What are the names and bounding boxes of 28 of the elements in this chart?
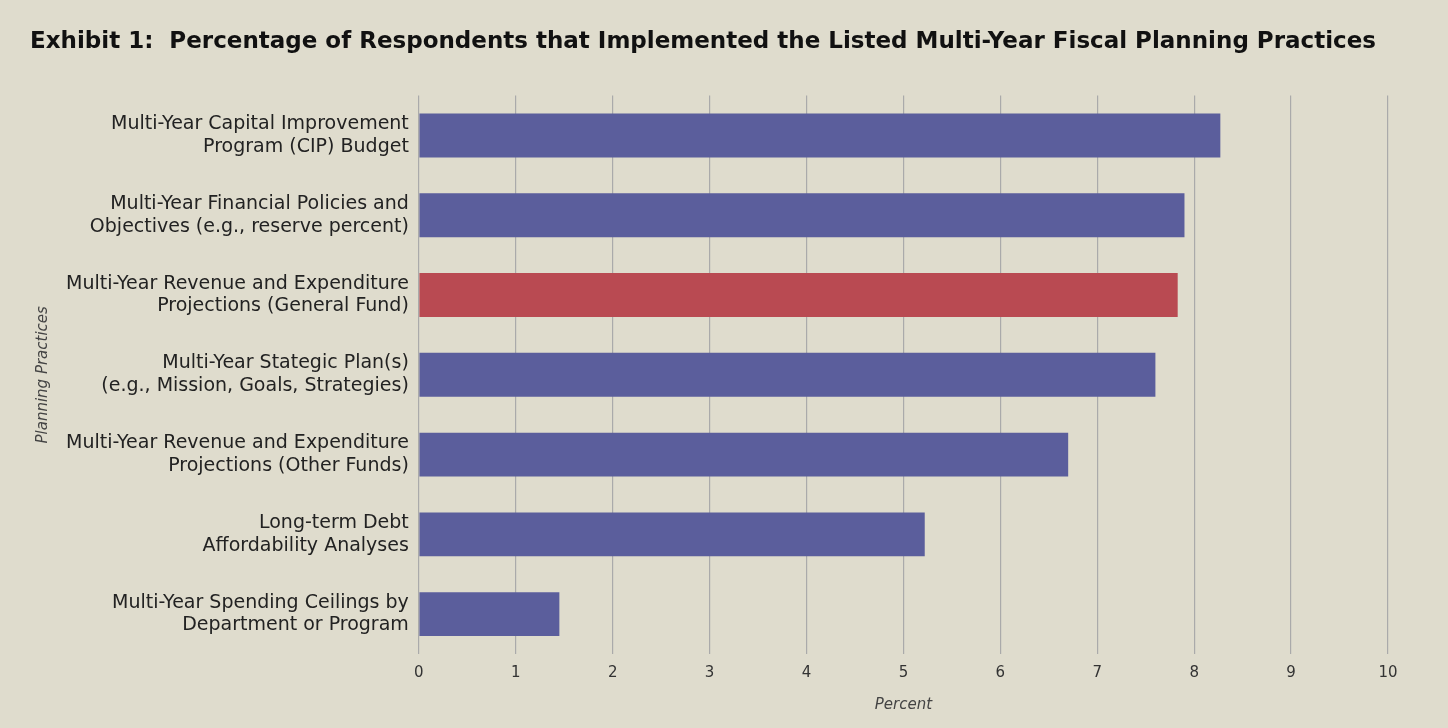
x-tick-label: 0	[414, 662, 424, 681]
x-tick-label: 8	[1189, 662, 1199, 681]
bar	[419, 352, 1156, 397]
x-tick-label: 6	[995, 662, 1006, 681]
y-tick-label: Multi-Year Financial Policies and Objectives (e.g., reserve percent)	[89, 190, 409, 236]
x-tick-label: 7	[1092, 662, 1103, 681]
bar	[419, 432, 1069, 477]
y-axis-title: Planning Practices	[32, 305, 51, 444]
bar	[419, 193, 1185, 238]
x-tick-label: 5	[898, 662, 909, 681]
x-tick-label: 3	[704, 662, 715, 681]
x-axis-title: Percent	[874, 694, 934, 713]
bar	[419, 273, 1178, 317]
x-tick-label: 9	[1286, 662, 1296, 681]
bar	[419, 113, 1221, 158]
y-tick-label: Multi-Year Spending Ceilings by Department or Program	[112, 589, 409, 635]
y-tick-label: Multi-Year Revenue and Expenditure Projections (General Fund)	[65, 270, 409, 316]
y-tick-label: Multi-Year Stategic Plan(s) (e.g., Mission, Goals, Strategies)	[101, 350, 409, 396]
bar	[419, 592, 560, 637]
y-tick-label: Long-term Debt Affordability Analyses	[202, 509, 409, 555]
bar	[419, 512, 925, 557]
y-tick-label: Multi-Year Capital Improvement Program (CIP) Budget	[111, 111, 409, 156]
x-tick-label: 2	[607, 662, 618, 681]
x-tick-label: 4	[801, 662, 812, 681]
x-tick-label: 10	[1378, 662, 1398, 681]
x-tick-label: 1	[510, 662, 521, 681]
y-tick-label: Multi-Year Revenue and Expenditure Projections (Other Funds)	[65, 430, 409, 475]
chart-title: Exhibit 1: Percentage of Respondents that Implemented the Listed Multi-Year Fiscal Planning Practices	[30, 26, 1377, 53]
